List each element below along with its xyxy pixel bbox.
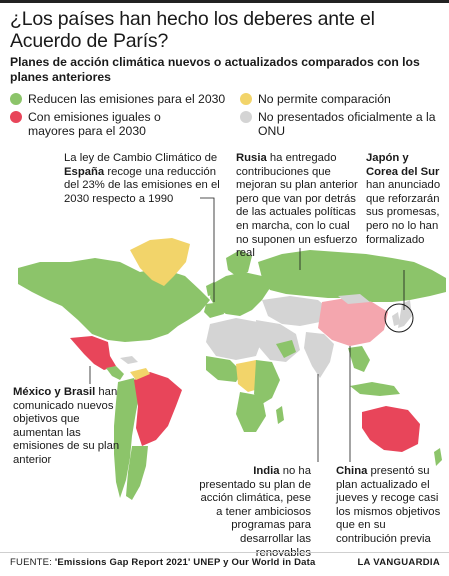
legend-item-same-or-more: Con emisiones iguales o mayores para el … [10,110,210,138]
north-africa [206,318,262,360]
europe [210,272,270,316]
spain-callout-line [200,197,215,302]
legend-swatch-yellow [240,93,252,105]
page-subtitle: Planes de acción climática nuevos o actu… [10,55,420,84]
legend-label: Con emisiones iguales o mayores para el … [28,110,161,138]
spain [204,302,224,318]
annotation-mexico-brazil: México y Brasil han comunicado nuevos ob… [13,386,120,466]
central-asia [262,296,330,326]
annotation-india: India no ha presentado su plan de acción… [199,465,311,559]
source-credit: FUENTE: 'Emissions Gap Report 2021' UNEP… [10,557,316,568]
indonesia [350,382,400,396]
australia [362,406,420,452]
legend: Reducen las emisiones para el 2030 No pe… [10,92,440,144]
middle-east [256,320,300,362]
legend-swatch-green [10,93,22,105]
legend-label: Reducen las emisiones para el 2030 [28,92,226,106]
brand-logo: LA VANGUARDIA [357,557,440,568]
legend-swatch-gray [240,111,252,123]
brazil [134,372,182,446]
uk-ireland [206,282,216,296]
legend-item-no-comparison: No permite comparación [240,92,440,106]
legend-swatch-red [10,111,22,123]
mexico [70,336,116,370]
southeast-asia [348,346,370,372]
japan [398,300,412,328]
page-title: ¿Los países han hecho los deberes ante e… [10,8,375,52]
india [304,332,334,378]
west-africa [206,356,242,382]
south-america-west [114,378,140,498]
korea [392,312,400,326]
argentina [126,446,148,500]
russia [258,250,446,302]
scandinavia [226,250,252,276]
venezuela-guyana [130,368,150,380]
greenland [130,238,190,286]
arabian-peninsula-green [276,340,296,358]
top-rule [0,0,449,3]
world-map [18,197,446,500]
north-america [18,258,210,342]
annotation-russia: Rusia ha entregado contribuciones que me… [236,152,358,260]
new-zealand [434,448,442,466]
madagascar [276,406,284,424]
legend-item-not-presented: No presentados oficialmente a la ONU [240,110,440,138]
mongolia [338,294,370,304]
legend-item-reduce: Reducen las emisiones para el 2030 [10,92,230,106]
annotation-japan-korea: Japón y Corea del Sur han anunciado que … [366,152,441,246]
annotation-spain: La ley de Cambio Climático de España rec… [64,152,220,205]
southern-africa [236,392,266,432]
east-africa [254,360,280,404]
china [318,298,388,346]
annotation-china: China presentó su plan actualizado el ju… [336,465,441,545]
footer-rule [0,552,449,553]
japan-korea-callout-ring [384,303,414,333]
legend-label: No permite comparación [258,92,391,106]
central-america [106,366,124,380]
legend-label: No presentados oficialmente a la ONU [258,110,436,138]
caribbean [120,356,138,364]
